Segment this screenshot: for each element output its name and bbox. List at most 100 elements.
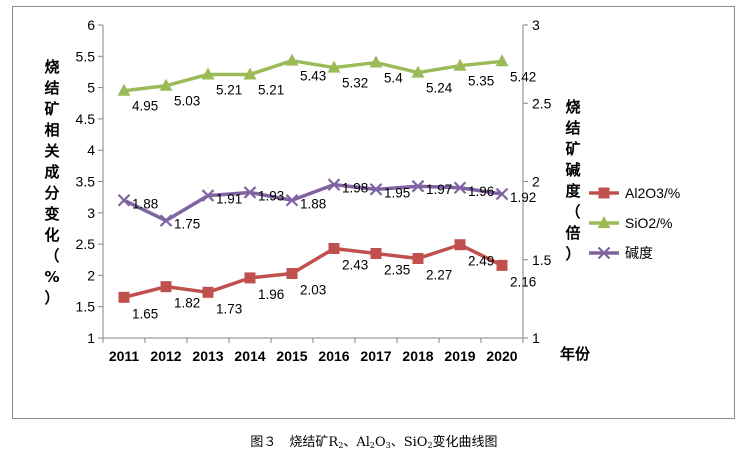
sio2-marker — [201, 67, 215, 80]
y-right-tick-label: 2 — [532, 174, 540, 190]
basicity-marker — [411, 179, 425, 193]
data-label: 2.03 — [300, 283, 326, 298]
y-axis-left-title: 烧结矿相关成分变化（%） — [44, 58, 60, 307]
sio2-marker — [369, 55, 383, 68]
al2o3-marker — [328, 242, 340, 254]
basicity-marker — [285, 194, 299, 207]
data-label: 4.95 — [132, 99, 158, 114]
data-label: 1.82 — [174, 296, 200, 311]
basicity-marker — [495, 187, 509, 201]
basicity-marker — [201, 189, 215, 202]
sio2-marker — [285, 53, 299, 66]
x-tick-label: 2015 — [276, 348, 307, 364]
data-label: 2.16 — [510, 274, 536, 289]
data-label: 5.32 — [342, 76, 368, 91]
legend-al2o3-text: Al2O3/% — [625, 185, 680, 201]
data-label: 1.92 — [510, 190, 536, 205]
data-label: 1.75 — [174, 217, 200, 232]
y-left-tick-label: 3 — [87, 205, 95, 221]
x-tick-label: 2020 — [486, 348, 517, 364]
legend-al2o3-marker — [598, 187, 610, 199]
sio2-marker — [453, 58, 467, 71]
line-chart: 1 1.5 2 2.5 3 3.5 4 4.5 5 5.5 6 1 1.5 2 2.5 3 2011 2012 20… — [76, 17, 681, 364]
data-label: 2.43 — [342, 257, 368, 272]
x-axis-title: 年份 — [560, 345, 591, 363]
data-label: 1.93 — [258, 188, 284, 203]
x-tick-label: 2016 — [318, 348, 349, 364]
data-label: 1.88 — [300, 196, 326, 211]
y-left-tick-label: 4 — [87, 142, 95, 158]
series-line-3 — [123, 182, 503, 223]
sio2-marker — [495, 54, 509, 67]
basicity-marker — [453, 181, 467, 195]
chart-frame: 1 1.5 2 2.5 3 3.5 4 4.5 5 5.5 6 1 1.5 2 2.5 3 2011 2012 20… — [12, 6, 735, 419]
sio2-marker — [327, 60, 341, 73]
data-label: 5.42 — [510, 69, 536, 84]
y-left-tick-label: 5.5 — [76, 48, 96, 64]
al2o3-marker — [496, 259, 508, 271]
sio2-marker — [411, 65, 425, 78]
legend-sio2-marker — [597, 216, 611, 228]
x-tick-label: 2017 — [360, 348, 391, 364]
x-tick-label: 2019 — [444, 348, 475, 364]
sio2-marker — [117, 83, 131, 96]
series-line-1 — [123, 242, 503, 300]
data-label: 2.35 — [384, 262, 410, 277]
y-left-tick-label: 4.5 — [76, 111, 96, 127]
basicity-marker — [117, 194, 131, 207]
data-label: 2.49 — [468, 254, 494, 269]
y-left-tick-label: 5 — [87, 80, 95, 96]
legend-basicity-marker — [597, 246, 611, 260]
legend-basicity-text: 碱度 — [625, 245, 653, 261]
al2o3-marker — [454, 239, 466, 251]
al2o3-marker — [202, 286, 214, 298]
data-label: 5.03 — [174, 94, 200, 109]
data-label: 5.4 — [384, 71, 403, 86]
figure-caption: 图３ 烧结矿R2、Al2O3、SiO2变化曲线图 — [250, 435, 498, 450]
x-tick-label: 2018 — [402, 348, 433, 364]
al2o3-marker — [244, 272, 256, 284]
x-tick-label: 2014 — [234, 348, 265, 364]
data-label: 5.21 — [216, 82, 242, 97]
data-label: 5.35 — [468, 74, 494, 89]
y-left-tick-label: 6 — [87, 17, 95, 33]
data-label: 1.98 — [342, 181, 368, 196]
data-label: 5.21 — [258, 82, 284, 97]
y-axis-right-title: 烧结矿碱度（倍） — [565, 98, 581, 263]
y-right-tick-label: 3 — [532, 17, 540, 33]
basicity-marker — [327, 178, 341, 191]
basicity-marker — [243, 186, 257, 199]
data-label: 1.88 — [132, 196, 158, 211]
x-tick-label: 2011 — [109, 348, 140, 364]
data-label: 1.73 — [216, 301, 242, 316]
y-left-tick-label: 2.5 — [76, 236, 96, 252]
data-label: 1.95 — [384, 185, 410, 200]
y-right-tick-label: 1 — [532, 330, 540, 346]
x-tick-label: 2013 — [192, 348, 223, 364]
y-left-tick-label: 3.5 — [76, 174, 96, 190]
data-label: 1.96 — [468, 184, 494, 199]
al2o3-marker — [370, 247, 382, 259]
y-left-tick-label: 2 — [87, 267, 95, 283]
data-label: 1.96 — [258, 287, 284, 302]
data-label: 1.65 — [132, 306, 158, 321]
data-label: 2.27 — [426, 267, 452, 282]
y-left-tick-label: 1 — [87, 330, 95, 346]
data-label: 1.97 — [426, 182, 452, 197]
x-tick-label: 2012 — [150, 348, 181, 364]
series-line-2 — [123, 58, 503, 93]
data-label: 5.24 — [426, 81, 453, 96]
sio2-marker — [159, 78, 173, 91]
basicity-marker — [159, 214, 173, 227]
al2o3-marker — [412, 252, 424, 264]
y-left-tick-label: 1.5 — [76, 299, 96, 315]
al2o3-marker — [286, 268, 298, 280]
y-right-tick-label: 2.5 — [532, 95, 552, 111]
y-right-tick-label: 1.5 — [532, 252, 552, 268]
data-label: 1.91 — [216, 192, 242, 207]
al2o3-marker — [118, 291, 130, 303]
al2o3-marker — [160, 281, 172, 293]
basicity-marker — [369, 183, 383, 196]
legend-sio2-text: SiO2/% — [625, 215, 672, 231]
sio2-marker — [243, 67, 257, 80]
